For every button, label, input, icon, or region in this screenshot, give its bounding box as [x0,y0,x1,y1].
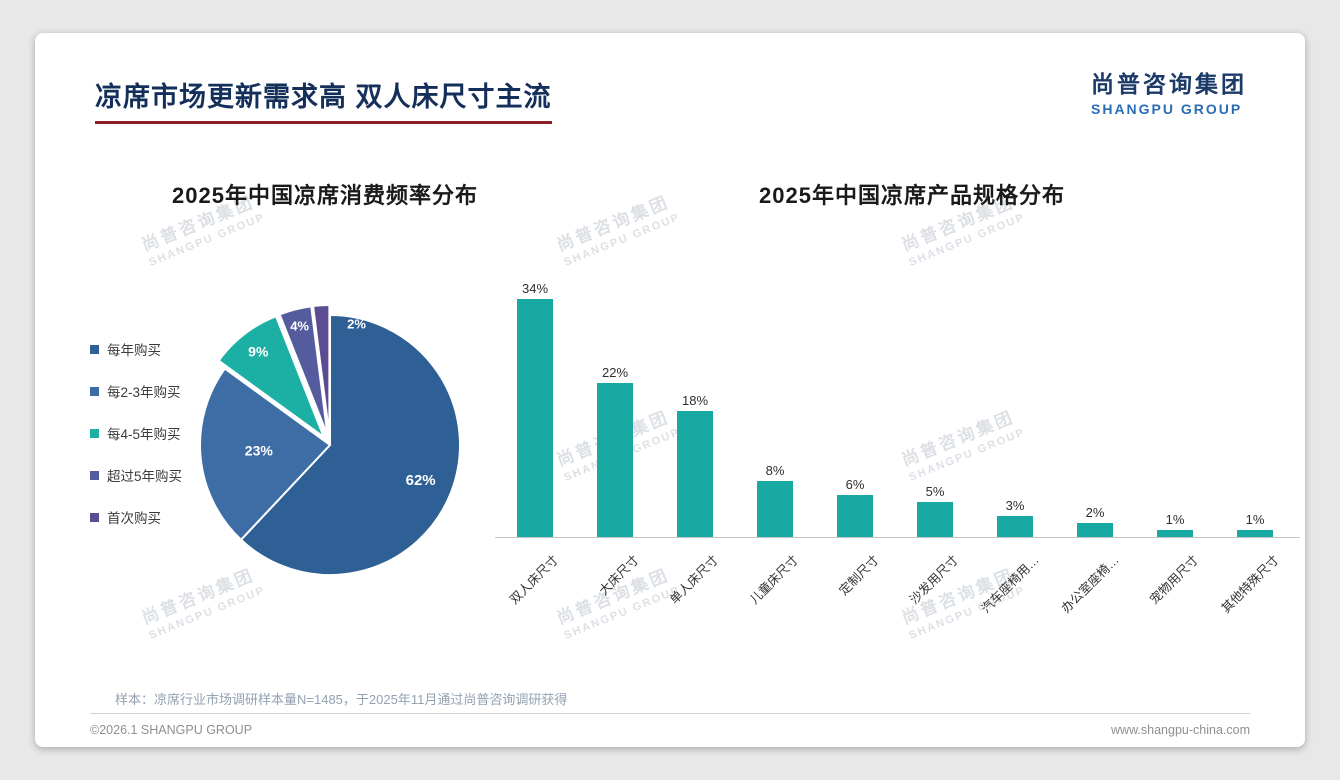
bar-x-label: 汽车座椅用… [978,552,1042,616]
bar-column: 34% [495,281,575,537]
bar-rect [1237,530,1273,537]
pie-slice-0 [239,313,461,576]
bar-rect [997,516,1033,537]
pie-legend: 每年购买每2-3年购买 每4-5年购买 超过5年购买 首次购买 [90,339,182,549]
bar-x-label-cell: 办公室座椅… [1055,538,1135,638]
footer-copyright: ©2026.1 SHANGPU GROUP [90,723,253,737]
legend-swatch [90,344,99,354]
bar-value-label: 1% [1165,512,1185,527]
slide-content: 凉席市场更新需求高 双人床尺寸主流 尚普咨询集团 SHANGPU GROUP 2… [35,33,1305,747]
bar-value-label: 2% [1085,505,1105,520]
bar-rect [837,495,873,537]
legend-item: 每4-5年购买 [90,423,182,443]
bar-rect [1077,523,1113,537]
pie-data-label: 62% [406,472,436,489]
bar-value-label: 34% [521,281,549,296]
logo-cn-text: 尚普咨询集团 [1091,71,1247,97]
bar-value-label: 22% [601,365,629,380]
pie-slice-1 [199,367,332,542]
pie-data-label: 4% [290,319,309,334]
bar-x-label-cell: 沙发用尺寸 [895,538,975,638]
bar-value-label: 6% [845,477,865,492]
pie-data-label: 9% [248,344,269,360]
footer-website: www.shangpu-china.com [1111,723,1250,737]
slide-footer: ©2026.1 SHANGPU GROUP www.shangpu-china.… [90,713,1250,737]
bar-value-label: 3% [1005,498,1025,513]
bar-x-label: 办公室座椅… [1058,552,1122,616]
bar-column: 18% [655,393,735,537]
bar-x-label: 儿童床尺寸 [747,552,802,607]
bar-value-label: 5% [925,484,945,499]
legend-item: 每2-3年购买 [90,381,182,401]
bar-column: 2% [1055,505,1135,537]
logo: 尚普咨询集团 SHANGPU GROUP [1091,65,1247,117]
bar-x-label: 宠物用尺寸 [1147,552,1202,607]
bar-x-label-cell: 单人床尺寸 [655,538,735,638]
legend-label: 超过5年购买 [107,469,183,484]
legend-label: 每年购买 [107,343,161,358]
bar-x-label: 其他特殊尺寸 [1218,552,1282,616]
bar-chart-title: 2025年中国凉席产品规格分布 [759,183,1065,208]
bar-column: 1% [1135,512,1215,537]
pie-data-label: 23% [245,443,274,459]
bar-value-label: 8% [765,463,785,478]
bar-column: 3% [975,498,1055,537]
bar-plot: 34% 22% 18% 8% 6% 5% 3% 2% 1% 1% [495,271,1300,538]
pie-slice-3 [278,305,329,436]
legend-swatch [90,470,99,480]
pie-slice-2 [217,314,327,440]
pie-data-label: 2% [347,316,366,331]
bar-x-label-cell: 宠物用尺寸 [1135,538,1215,638]
bar-x-label-cell: 儿童床尺寸 [735,538,815,638]
bar-rect [757,481,793,537]
legend-swatch [90,512,99,522]
bar-rect [597,383,633,537]
bar-x-label: 双人床尺寸 [507,552,562,607]
bar-column: 1% [1215,512,1295,537]
bar-x-label-cell: 其他特殊尺寸 [1215,538,1295,638]
legend-swatch [90,428,99,438]
bar-xaxis: 双人床尺寸 大床尺寸 单人床尺寸 儿童床尺寸 定制尺寸 沙发用尺寸 汽车座椅用… 办公室座椅…… [495,538,1300,638]
bar-chart: 34% 22% 18% 8% 6% 5% 3% 2% 1% 1% 双人床尺寸 大床尺寸 单人床尺寸 儿童… [495,271,1300,638]
slide: 尚普咨询集团 SHANGPU GROUP 尚普咨询集团 SHANGPU GROUP 尚普… [35,33,1305,747]
bar-rect [917,502,953,537]
bar-value-label: 18% [681,393,709,408]
legend-swatch [90,386,99,396]
pie-svg: 62% 23% 9% 4% 2% [199,304,461,576]
legend-item: 超过5年购买 [90,465,182,485]
legend-label: 每2-3年购买 [107,385,181,400]
bar-column: 8% [735,463,815,537]
legend-label: 首次购买 [107,511,161,526]
legend-item: 首次购买 [90,507,182,527]
bar-x-label: 大床尺寸 [596,552,642,599]
page-title: 凉席市场更新需求高 双人床尺寸主流 [95,75,552,124]
bar-x-label: 定制尺寸 [836,552,882,599]
bar-x-label-cell: 定制尺寸 [815,538,895,638]
pie-slice-4 [311,304,331,436]
bar-column: 22% [575,365,655,537]
bar-x-label: 沙发用尺寸 [907,552,962,607]
pie-chart-title: 2025年中国凉席消费频率分布 [172,183,478,208]
bar-column: 5% [895,484,975,537]
footnote: 样本：凉席行业市场调研样本量N=1485，于2025年11月通过尚普咨询调研获得 [115,692,568,707]
bar-x-label: 单人床尺寸 [667,552,722,607]
bar-rect [1157,530,1193,537]
bar-rect [517,299,553,537]
bar-value-label: 1% [1245,512,1265,527]
bar-x-label-cell: 汽车座椅用… [975,538,1055,638]
bar-x-label-cell: 双人床尺寸 [495,538,575,638]
bar-column: 6% [815,477,895,537]
legend-item: 每年购买 [90,339,182,359]
bar-x-label-cell: 大床尺寸 [575,538,655,638]
bar-rect [677,411,713,537]
logo-en-text: SHANGPU GROUP [1091,101,1243,117]
legend-label: 每4-5年购买 [107,427,181,442]
